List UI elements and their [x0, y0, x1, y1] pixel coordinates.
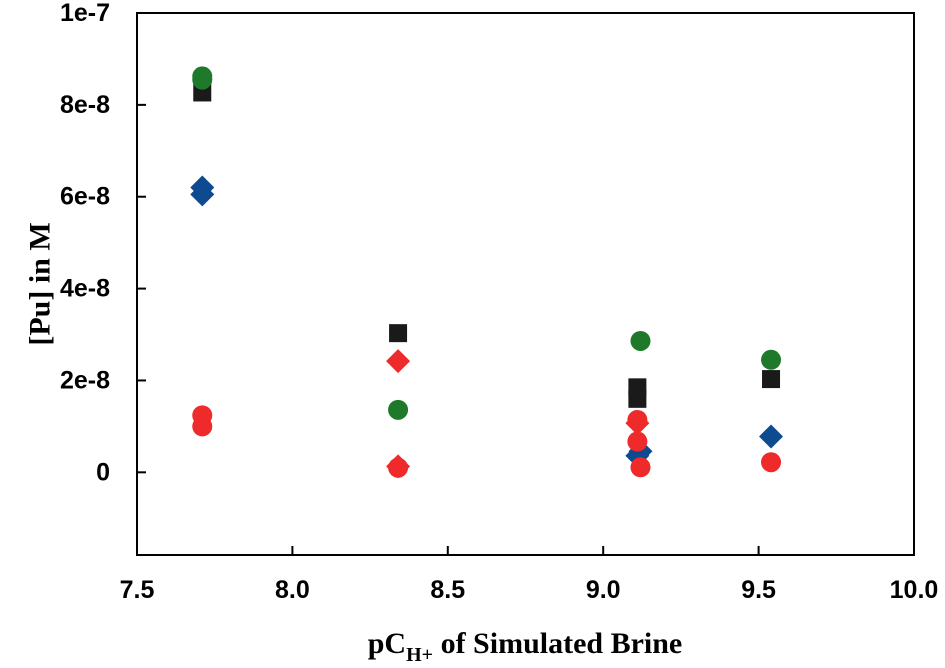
x-tick-label: 9.0 — [586, 576, 621, 604]
x-tick-label: 7.5 — [120, 576, 155, 604]
data-point-circle — [192, 416, 213, 437]
x-axis-ticks: 7.5 8.0 8.5 9.0 9.5 10.0 — [120, 546, 939, 604]
plot-frame — [136, 12, 915, 556]
x-tick-label: 9.5 — [741, 576, 776, 604]
y-tick-label: 2e-8 — [60, 366, 110, 394]
y-tick-label: 1e-7 — [60, 0, 110, 27]
data-point-circle — [630, 457, 651, 478]
data-point-circle — [630, 330, 651, 351]
y-tick-label: 0 — [96, 458, 110, 486]
x-axis-title-main: pC — [368, 627, 406, 660]
y-tick-label: 8e-8 — [60, 91, 110, 119]
y-tick-label: 4e-8 — [60, 275, 110, 303]
data-point-diamond — [386, 454, 411, 479]
data-point-diamond — [625, 411, 650, 436]
x-axis-title: pCH+ of Simulated Brine — [368, 627, 682, 666]
y-tick-label: 6e-8 — [60, 183, 110, 211]
y-axis-ticks: 0 2e-8 4e-8 6e-8 8e-8 1e-7 — [60, 0, 146, 486]
data-point-circle — [761, 349, 782, 370]
x-tick-label: 10.0 — [890, 576, 939, 604]
data-point-square — [762, 370, 781, 389]
data-point-circle — [761, 452, 782, 473]
data-point-diamond — [759, 424, 784, 449]
data-point-circle — [388, 399, 409, 420]
data-point-square — [389, 324, 408, 343]
data-point-square — [628, 389, 647, 408]
data-point-circle — [627, 431, 648, 452]
data-point-circle — [192, 69, 213, 90]
x-tick-label: 8.0 — [275, 576, 310, 604]
x-axis-title-rest: of Simulated Brine — [433, 627, 682, 660]
data-point-diamond — [386, 349, 411, 374]
data-point-diamond — [190, 182, 215, 207]
x-tick-label: 8.5 — [430, 576, 465, 604]
y-axis-title: [Pu] in M — [24, 222, 57, 345]
x-axis-title-subscript: H+ — [406, 644, 433, 666]
data-points — [190, 66, 784, 479]
